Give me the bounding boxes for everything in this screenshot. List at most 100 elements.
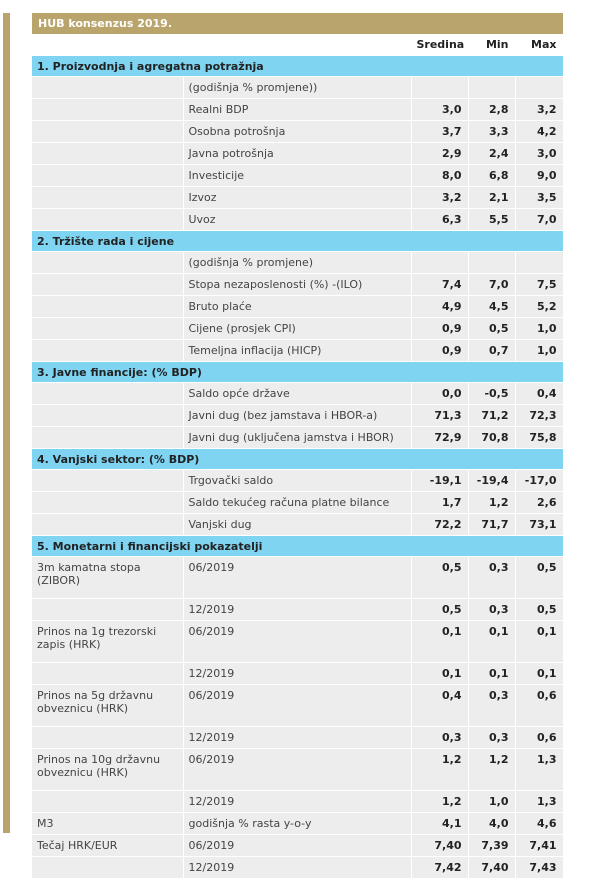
value-min: -19,4 — [468, 469, 516, 492]
value-sredina: 0,1 — [411, 620, 469, 663]
value-sredina: 1,2 — [411, 748, 469, 791]
value-max: 2,6 — [515, 491, 564, 514]
value-min: 0,7 — [468, 339, 516, 362]
value-sredina: 0,5 — [411, 556, 469, 599]
value-min: 2,8 — [468, 98, 516, 121]
row-sub-label: Stopa nezaposlenosti (%) -(ILO) — [183, 273, 412, 296]
row-sub-label: Saldo opće države — [183, 382, 412, 405]
row-sub-label: Izvoz — [183, 186, 412, 209]
row-indicator-label: Prinos na 5g državnu obveznicu (HRK) — [32, 684, 184, 727]
row-indicator-label — [32, 186, 184, 209]
value-min: 71,7 — [468, 513, 516, 536]
section-title: 2. Tržište rada i cijene — [32, 230, 564, 252]
row-sub-label: godišnja % rasta y-o-y — [183, 812, 412, 835]
row-sub-label: (godišnja % promjene) — [183, 251, 412, 274]
value-min: 2,1 — [468, 186, 516, 209]
value-sredina: 0,0 — [411, 382, 469, 405]
value-max: 4,2 — [515, 120, 564, 143]
table-row: Saldo tekućeg računa platne bilance 1,7 1,… — [32, 491, 564, 514]
table-row: Prinos na 1g trezorski zapis (HRK) 06/201… — [32, 620, 564, 663]
value-max: 7,0 — [515, 208, 564, 231]
value-min: 1,2 — [468, 748, 516, 791]
value-min: 0,3 — [468, 684, 516, 727]
value-sredina: 0,9 — [411, 339, 469, 362]
value-sredina: 4,9 — [411, 295, 469, 318]
table-row: 12/2019 0,1 0,1 0,1 — [32, 662, 564, 685]
value-min: 0,3 — [468, 556, 516, 599]
row-sub-label: 06/2019 — [183, 556, 412, 599]
value-min: 3,3 — [468, 120, 516, 143]
value-sredina: 3,7 — [411, 120, 469, 143]
value-max: 72,3 — [515, 404, 564, 427]
row-sub-label: Javna potrošnja — [183, 142, 412, 165]
value-max: 0,1 — [515, 620, 564, 663]
row-sub-label: 12/2019 — [183, 726, 412, 749]
row-indicator-label — [32, 142, 184, 165]
row-indicator-label — [32, 273, 184, 296]
row-indicator-label: Prinos na 1g trezorski zapis (HRK) — [32, 620, 184, 663]
table-row: 12/2019 0,5 0,3 0,5 — [32, 598, 564, 621]
value-max: 0,4 — [515, 382, 564, 405]
value-max: 3,5 — [515, 186, 564, 209]
section-title: 5. Monetarni i financijski pokazatelji — [32, 535, 564, 557]
value-max: 0,5 — [515, 556, 564, 599]
table-row: 12/2019 0,3 0,3 0,6 — [32, 726, 564, 749]
row-indicator-label — [32, 426, 184, 449]
row-sub-label: Temeljna inflacija (HICP) — [183, 339, 412, 362]
table-row: Javni dug (uključena jamstva i HBOR) 72,9… — [32, 426, 564, 449]
value-max: 0,1 — [515, 662, 564, 685]
value-min: 2,4 — [468, 142, 516, 165]
table-row: Prinos na 10g državnu obveznicu (HRK) 06/… — [32, 748, 564, 791]
row-sub-label: Bruto plaće — [183, 295, 412, 318]
value-min: 71,2 — [468, 404, 516, 427]
row-sub-label: 12/2019 — [183, 662, 412, 685]
section-header: 3. Javne financije: (% BDP) — [32, 361, 564, 383]
row-sub-label: Investicije — [183, 164, 412, 187]
value-min: 0,3 — [468, 726, 516, 749]
row-indicator-label — [32, 726, 184, 749]
value-max: 7,5 — [515, 273, 564, 296]
row-sub-label: Uvoz — [183, 208, 412, 231]
table-row: (godišnja % promjene)) — [32, 76, 564, 99]
header-min: Min — [468, 34, 516, 56]
table-row: Izvoz 3,2 2,1 3,5 — [32, 186, 564, 209]
row-sub-label: (godišnja % promjene)) — [183, 76, 412, 99]
accent-bar — [3, 13, 10, 833]
value-sredina: 71,3 — [411, 404, 469, 427]
value-max: 73,1 — [515, 513, 564, 536]
value-sredina: 1,7 — [411, 491, 469, 514]
value-min: 70,8 — [468, 426, 516, 449]
row-indicator-label — [32, 491, 184, 514]
value-max: 0,6 — [515, 684, 564, 727]
row-indicator-label — [32, 404, 184, 427]
row-sub-label: 06/2019 — [183, 620, 412, 663]
value-min: 7,0 — [468, 273, 516, 296]
value-min: 5,5 — [468, 208, 516, 231]
row-indicator-label: 3m kamatna stopa (ZIBOR) — [32, 556, 184, 599]
table-row: Javna potrošnja 2,9 2,4 3,0 — [32, 142, 564, 165]
table-row: Bruto plaće 4,9 4,5 5,2 — [32, 295, 564, 318]
row-indicator-label — [32, 208, 184, 231]
row-indicator-label: M3 — [32, 812, 184, 835]
table-row: Vanjski dug 72,2 71,7 73,1 — [32, 513, 564, 536]
table-row: Temeljna inflacija (HICP) 0,9 0,7 1,0 — [32, 339, 564, 362]
table-title: HUB konsenzus 2019. — [32, 13, 563, 34]
value-min: 4,5 — [468, 295, 516, 318]
value-min: 0,5 — [468, 317, 516, 340]
value-sredina — [411, 76, 469, 99]
value-max: -17,0 — [515, 469, 564, 492]
row-sub-label: Javni dug (uključena jamstva i HBOR) — [183, 426, 412, 449]
value-max: 75,8 — [515, 426, 564, 449]
value-min: 7,39 — [468, 834, 516, 857]
table-row: 3m kamatna stopa (ZIBOR) 06/2019 0,5 0,3 0,5 — [32, 556, 564, 599]
value-max: 0,6 — [515, 726, 564, 749]
row-indicator-label — [32, 856, 184, 879]
row-indicator-label — [32, 469, 184, 492]
value-sredina: 6,3 — [411, 208, 469, 231]
table-row: Javni dug (bez jamstava i HBOR-a) 71,3 71,… — [32, 404, 564, 427]
row-indicator-label: Tečaj HRK/EUR — [32, 834, 184, 857]
table-row: Tečaj HRK/EUR 06/2019 7,40 7,39 7,41 — [32, 834, 564, 857]
row-indicator-label — [32, 76, 184, 99]
row-indicator-label — [32, 164, 184, 187]
value-max: 7,43 — [515, 856, 564, 879]
